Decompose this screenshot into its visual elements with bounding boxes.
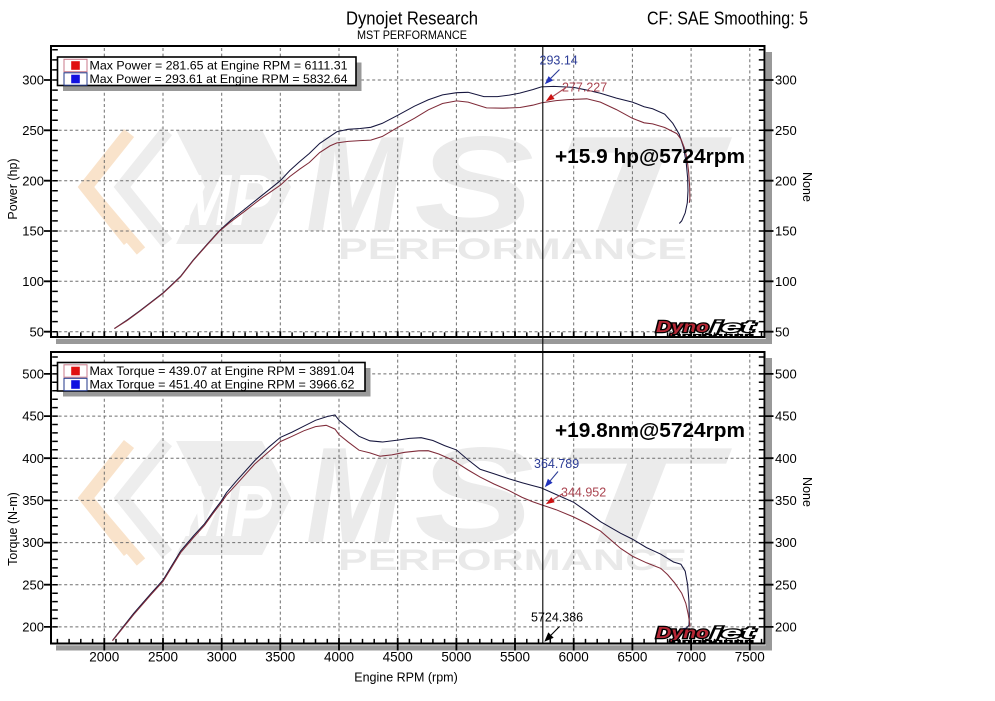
svg-text:Torque (N-m): Torque (N-m) <box>6 492 20 566</box>
svg-text:300: 300 <box>22 535 44 550</box>
svg-text:jet: jet <box>706 625 756 642</box>
svg-text:Engine RPM (rpm): Engine RPM (rpm) <box>354 671 458 685</box>
svg-text:3000: 3000 <box>207 650 237 665</box>
svg-text:CF: SAE Smoothing: 5: CF: SAE Smoothing: 5 <box>647 9 808 29</box>
svg-text:344.952: 344.952 <box>561 486 606 500</box>
svg-text:4500: 4500 <box>383 650 413 665</box>
svg-text:5000: 5000 <box>441 650 471 665</box>
svg-text:Dyno: Dyno <box>656 319 709 336</box>
svg-text:None: None <box>800 477 814 507</box>
svg-text:Max Power = 293.61 at Engine R: Max Power = 293.61 at Engine RPM = 5832.… <box>90 72 348 86</box>
svg-text:+15.9 hp@5724rpm: +15.9 hp@5724rpm <box>555 146 745 168</box>
svg-text:250: 250 <box>775 577 797 592</box>
svg-text:400: 400 <box>22 451 44 466</box>
svg-text:Power (hp): Power (hp) <box>6 158 20 219</box>
svg-text:200: 200 <box>22 620 44 635</box>
svg-text:250: 250 <box>775 123 797 138</box>
svg-text:T: T <box>548 419 733 571</box>
svg-text:100: 100 <box>22 274 44 289</box>
svg-text:250: 250 <box>22 123 44 138</box>
svg-text:50: 50 <box>775 324 789 339</box>
svg-text:Dynojet Research: Dynojet Research <box>346 9 478 29</box>
svg-text:300: 300 <box>775 535 797 550</box>
svg-text:500: 500 <box>775 367 797 382</box>
svg-text:364.789: 364.789 <box>534 457 579 471</box>
svg-text:200: 200 <box>775 173 797 188</box>
svg-text:450: 450 <box>775 409 797 424</box>
svg-text:277.227: 277.227 <box>562 81 607 95</box>
svg-text:6500: 6500 <box>617 650 647 665</box>
svg-text:PERFORMANCE: PERFORMANCE <box>338 233 687 266</box>
svg-text:2000: 2000 <box>89 650 119 665</box>
svg-text:4000: 4000 <box>324 650 354 665</box>
svg-text:5500: 5500 <box>500 650 530 665</box>
svg-text:50: 50 <box>30 324 44 339</box>
svg-text:400: 400 <box>775 451 797 466</box>
svg-text:Dyno: Dyno <box>656 625 709 642</box>
svg-text:jet: jet <box>706 319 756 336</box>
svg-text:5724.386: 5724.386 <box>531 611 583 625</box>
svg-text:+19.8nm@5724rpm: +19.8nm@5724rpm <box>555 420 745 442</box>
svg-text:MST PERFORMANCE: MST PERFORMANCE <box>357 28 467 42</box>
svg-text:MP: MP <box>180 472 273 552</box>
svg-text:150: 150 <box>22 224 44 239</box>
svg-text:200: 200 <box>775 620 797 635</box>
svg-text:M: M <box>306 419 404 571</box>
svg-text:3500: 3500 <box>265 650 295 665</box>
svg-text:450: 450 <box>22 409 44 424</box>
svg-text:7000: 7000 <box>676 650 706 665</box>
svg-text:2500: 2500 <box>148 650 178 665</box>
svg-text:100: 100 <box>775 274 797 289</box>
svg-text:Max Torque = 439.07 at Engine: Max Torque = 439.07 at Engine RPM = 3891… <box>90 364 355 378</box>
svg-text:250: 250 <box>22 577 44 592</box>
svg-text:7500: 7500 <box>735 650 765 665</box>
svg-text:350: 350 <box>775 493 797 508</box>
svg-text:300: 300 <box>22 73 44 88</box>
svg-text:S: S <box>414 419 534 571</box>
svg-text:Max Power = 281.65 at Engine R: Max Power = 281.65 at Engine RPM = 6111.… <box>90 59 348 73</box>
svg-text:None: None <box>800 172 814 202</box>
svg-text:350: 350 <box>22 493 44 508</box>
svg-text:MP: MP <box>180 161 273 241</box>
svg-text:300: 300 <box>775 73 797 88</box>
svg-text:PERFORMANCE: PERFORMANCE <box>338 544 687 577</box>
svg-text:T: T <box>548 108 733 260</box>
svg-text:500: 500 <box>22 367 44 382</box>
svg-text:150: 150 <box>775 224 797 239</box>
svg-text:Max Torque = 451.40 at Engine: Max Torque = 451.40 at Engine RPM = 3966… <box>90 378 355 392</box>
svg-text:293.14: 293.14 <box>540 54 578 68</box>
svg-text:200: 200 <box>22 173 44 188</box>
svg-text:S: S <box>414 108 534 260</box>
svg-text:6000: 6000 <box>559 650 589 665</box>
